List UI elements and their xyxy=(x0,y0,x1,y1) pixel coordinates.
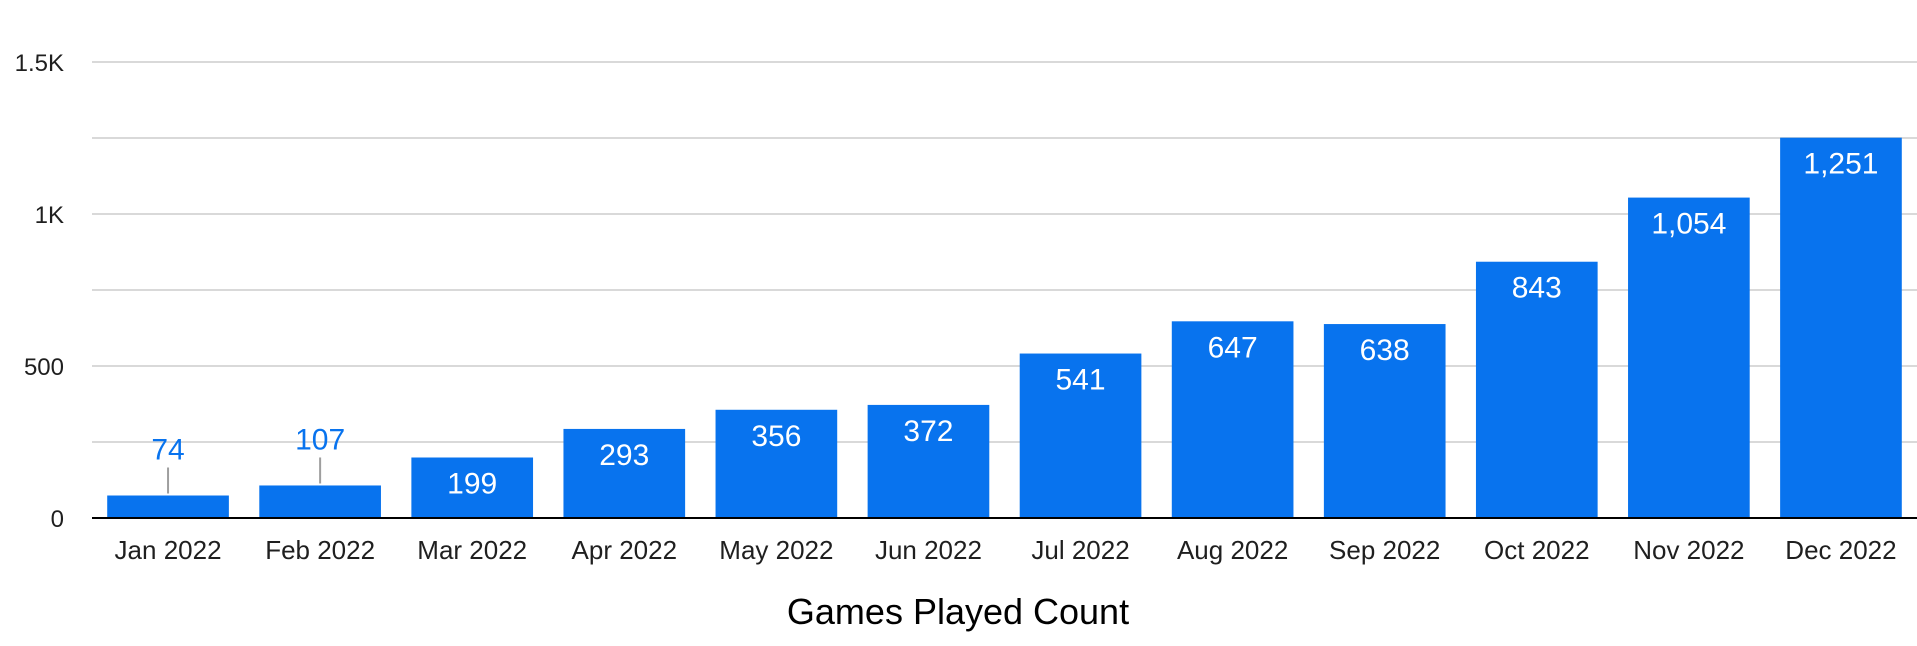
x-tick-label: Feb 2022 xyxy=(265,535,375,565)
x-tick-label: Oct 2022 xyxy=(1484,535,1590,565)
bar xyxy=(259,485,381,518)
x-tick-label: Jan 2022 xyxy=(115,535,222,565)
x-tick-label: Nov 2022 xyxy=(1633,535,1744,565)
bar xyxy=(1019,353,1142,518)
bar xyxy=(715,409,838,518)
bar xyxy=(1628,197,1750,519)
x-axis-title: Games Played Count xyxy=(787,591,1129,632)
x-tick-label: Jun 2022 xyxy=(875,535,982,565)
x-tick-label: Dec 2022 xyxy=(1785,535,1896,565)
bar xyxy=(107,495,229,518)
x-tick-label: Aug 2022 xyxy=(1177,535,1288,565)
y-tick-label: 0 xyxy=(51,506,64,533)
data-label: 638 xyxy=(1360,334,1410,367)
data-label: 356 xyxy=(751,420,801,453)
data-label: 74 xyxy=(151,434,184,467)
data-label: 647 xyxy=(1208,331,1258,364)
x-axis-ticks: Jan 2022 Feb 2022 Mar 2022 Apr 2022 May 2022… xyxy=(115,535,1897,565)
y-axis-ticks: 0 500 1K 1.5K xyxy=(15,50,64,533)
x-tick-label: May 2022 xyxy=(719,535,833,565)
data-label: 1,251 xyxy=(1803,148,1878,181)
data-label: 541 xyxy=(1056,364,1106,397)
data-label: 372 xyxy=(903,415,953,448)
data-label: 107 xyxy=(295,423,345,456)
data-label: 843 xyxy=(1512,272,1562,305)
y-tick-label: 1K xyxy=(35,202,64,229)
y-tick-label: 1.5K xyxy=(15,50,64,77)
data-label: 293 xyxy=(599,439,649,472)
y-tick-label: 500 xyxy=(24,354,64,381)
x-tick-label: Mar 2022 xyxy=(417,535,527,565)
x-tick-label: Jul 2022 xyxy=(1031,535,1129,565)
bar xyxy=(867,404,990,518)
data-labels: 74 107 199 293 356 372 541 647 638 843 1,054 1,251 xyxy=(151,148,1878,501)
data-label: 1,054 xyxy=(1651,208,1726,241)
bar xyxy=(1780,137,1902,519)
bar xyxy=(1475,261,1598,518)
bar xyxy=(411,457,534,518)
data-label: 199 xyxy=(447,468,497,501)
bars xyxy=(107,137,1902,519)
bar xyxy=(1171,321,1294,518)
gridlines xyxy=(92,61,1917,443)
x-tick-label: Sep 2022 xyxy=(1329,535,1440,565)
bar xyxy=(1323,324,1446,518)
x-tick-label: Apr 2022 xyxy=(572,535,678,565)
bar xyxy=(563,428,686,518)
